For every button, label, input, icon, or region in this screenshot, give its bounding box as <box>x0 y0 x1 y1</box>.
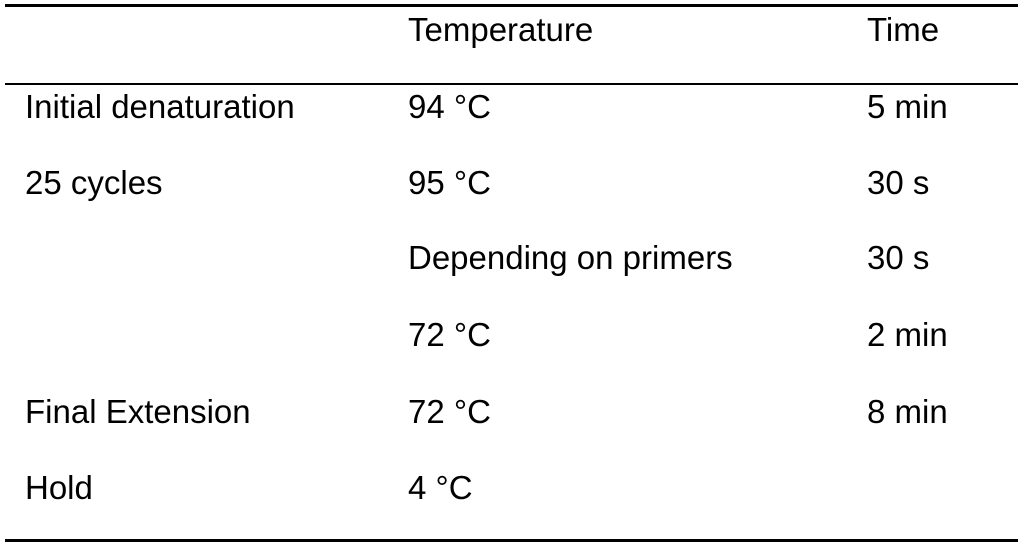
header-cell: Temperature <box>408 11 594 48</box>
step-cell: 25 cycles <box>25 164 163 201</box>
header-rule <box>5 83 1018 85</box>
top-rule <box>5 4 1018 7</box>
header-cell: Time <box>867 11 940 48</box>
bottom-rule <box>5 539 1018 542</box>
temperature-cell: 72 °C <box>408 393 491 430</box>
time-cell: 8 min <box>867 393 948 430</box>
temperature-cell: 72 °C <box>408 316 491 353</box>
time-cell: 2 min <box>867 316 948 353</box>
time-cell: 30 s <box>867 164 930 201</box>
time-cell: 5 min <box>867 88 948 125</box>
temperature-cell: 4 °C <box>408 469 473 506</box>
time-cell: 30 s <box>867 239 930 276</box>
temperature-cell: Depending on primers <box>408 239 733 276</box>
step-cell: Final Extension <box>25 393 251 430</box>
temperature-cell: 94 °C <box>408 88 491 125</box>
step-cell: Hold <box>25 469 93 506</box>
temperature-cell: 95 °C <box>408 164 491 201</box>
step-cell: Initial denaturation <box>25 88 295 125</box>
